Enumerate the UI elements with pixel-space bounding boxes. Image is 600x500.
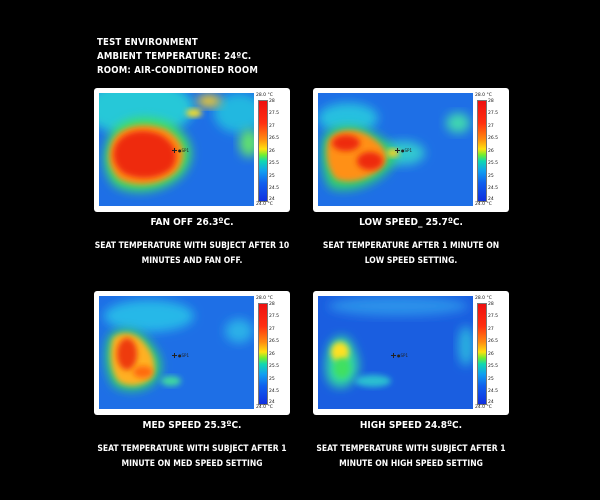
header-line-1: TEST ENVIRONMENT — [97, 37, 198, 48]
scale-tick: 24 — [488, 197, 494, 202]
measure-point-crosshair — [391, 353, 396, 358]
measure-point-crosshair — [172, 353, 177, 358]
scale-bottom-label: 24.0 °C — [256, 202, 273, 207]
measure-point-label: ●SP1 — [401, 148, 412, 153]
scale-top-label: 28.0 °C — [256, 93, 273, 98]
scale-tick: 25.5 — [269, 364, 280, 369]
scale-tick: 24 — [269, 197, 275, 202]
scale-tick: 25 — [488, 174, 494, 179]
panel-title: FAN OFF 26.3ºC. — [150, 217, 234, 228]
scale-tick: 27.5 — [269, 314, 280, 319]
header-line-3: ROOM: AIR-CONDITIONED ROOM — [97, 65, 259, 76]
panel-title: HIGH SPEED 24.8ºC. — [359, 420, 463, 431]
scale-tick: 25.5 — [488, 161, 499, 166]
scale-tick: 28 — [488, 99, 494, 104]
scale-tick: 25.5 — [488, 364, 499, 369]
scale-tick: 25 — [269, 377, 275, 382]
panel-title: LOW SPEED_ 25.7ºC. — [359, 217, 463, 228]
scale-tick: 27 — [269, 327, 275, 332]
measure-point-label: ●SP1 — [178, 353, 189, 358]
panel-title: MED SPEED 25.3ºC. — [142, 420, 242, 431]
scale-tick: 26 — [269, 352, 275, 357]
scale-tick: 25.5 — [269, 161, 280, 166]
thermal-image — [99, 93, 254, 206]
scale-tick: 26 — [269, 149, 275, 154]
thermal-image-frame: ●SP1 28.0 °C 28 27.5 27 26.5 26 25.5 25 … — [313, 291, 509, 415]
color-scale-bar — [477, 100, 487, 202]
scale-tick: 26.5 — [269, 339, 280, 344]
thermal-image — [318, 93, 473, 206]
scale-top-label: 28.0 °C — [475, 93, 492, 98]
scale-tick: 27.5 — [488, 111, 499, 116]
thermal-image-frame: ●SP1 28.0 °C 28 27.5 27 26.5 26 25.5 25 … — [313, 88, 509, 212]
scale-tick: 26 — [488, 352, 494, 357]
thermal-image-frame: ●SP1 28.0 °C 28 27.5 27 26.5 26 25.5 25 … — [94, 291, 290, 415]
scale-tick: 27.5 — [488, 314, 499, 319]
measure-point-crosshair — [395, 148, 400, 153]
scale-tick: 27 — [488, 124, 494, 129]
scale-top-label: 28.0 °C — [256, 296, 273, 301]
scale-tick: 28 — [488, 302, 494, 307]
thermal-image — [318, 296, 473, 409]
scale-tick: 28 — [269, 302, 275, 307]
scale-tick: 28 — [269, 99, 275, 104]
color-scale-bar — [477, 303, 487, 405]
thermal-image — [99, 296, 254, 409]
thermal-image-frame: ●SP1 28.0 °C 28 27.5 27 26.5 26 25.5 25 … — [94, 88, 290, 212]
scale-tick: 24.5 — [488, 389, 499, 394]
color-scale-bar — [258, 303, 268, 405]
measure-point-label: ●SP1 — [178, 148, 189, 153]
header-line-2: AMBIENT TEMPERATURE: 24ºC. — [97, 51, 252, 62]
color-scale-bar — [258, 100, 268, 202]
panel-description: SEAT TEMPERATURE WITH SUBJECT AFTER 10 M… — [94, 241, 290, 266]
scale-tick: 24.5 — [269, 186, 280, 191]
panel-description: SEAT TEMPERATURE AFTER 1 MINUTE ON LOW S… — [322, 241, 500, 266]
scale-tick: 27.5 — [269, 111, 280, 116]
scale-tick: 24.5 — [488, 186, 499, 191]
scale-tick: 25 — [488, 377, 494, 382]
panel-description: SEAT TEMPERATURE WITH SUBJECT AFTER 1 MI… — [316, 444, 506, 469]
scale-bottom-label: 24.0 °C — [475, 202, 492, 207]
measure-point-label: ●SP1 — [397, 353, 408, 358]
scale-tick: 24 — [488, 400, 494, 405]
scale-tick: 26.5 — [488, 339, 499, 344]
temperature-scale: 28.0 °C 28 27.5 27 26.5 26 25.5 25 24.5 … — [256, 92, 288, 208]
scale-tick: 24 — [269, 400, 275, 405]
scale-tick: 26 — [488, 149, 494, 154]
panel-description: SEAT TEMPERATURE WITH SUBJECT AFTER 1 MI… — [97, 444, 287, 469]
scale-tick: 25 — [269, 174, 275, 179]
test-environment-header: TEST ENVIRONMENT AMBIENT TEMPERATURE: 24… — [97, 36, 258, 78]
scale-bottom-label: 24.0 °C — [475, 405, 492, 410]
measure-point-crosshair — [172, 148, 177, 153]
temperature-scale: 28.0 °C 28 27.5 27 26.5 26 25.5 25 24.5 … — [475, 295, 507, 411]
scale-top-label: 28.0 °C — [475, 296, 492, 301]
scale-tick: 24.5 — [269, 389, 280, 394]
scale-tick: 26.5 — [488, 136, 499, 141]
scale-tick: 27 — [269, 124, 275, 129]
scale-tick: 27 — [488, 327, 494, 332]
temperature-scale: 28.0 °C 28 27.5 27 26.5 26 25.5 25 24.5 … — [475, 92, 507, 208]
scale-tick: 26.5 — [269, 136, 280, 141]
scale-bottom-label: 24.0 °C — [256, 405, 273, 410]
temperature-scale: 28.0 °C 28 27.5 27 26.5 26 25.5 25 24.5 … — [256, 295, 288, 411]
